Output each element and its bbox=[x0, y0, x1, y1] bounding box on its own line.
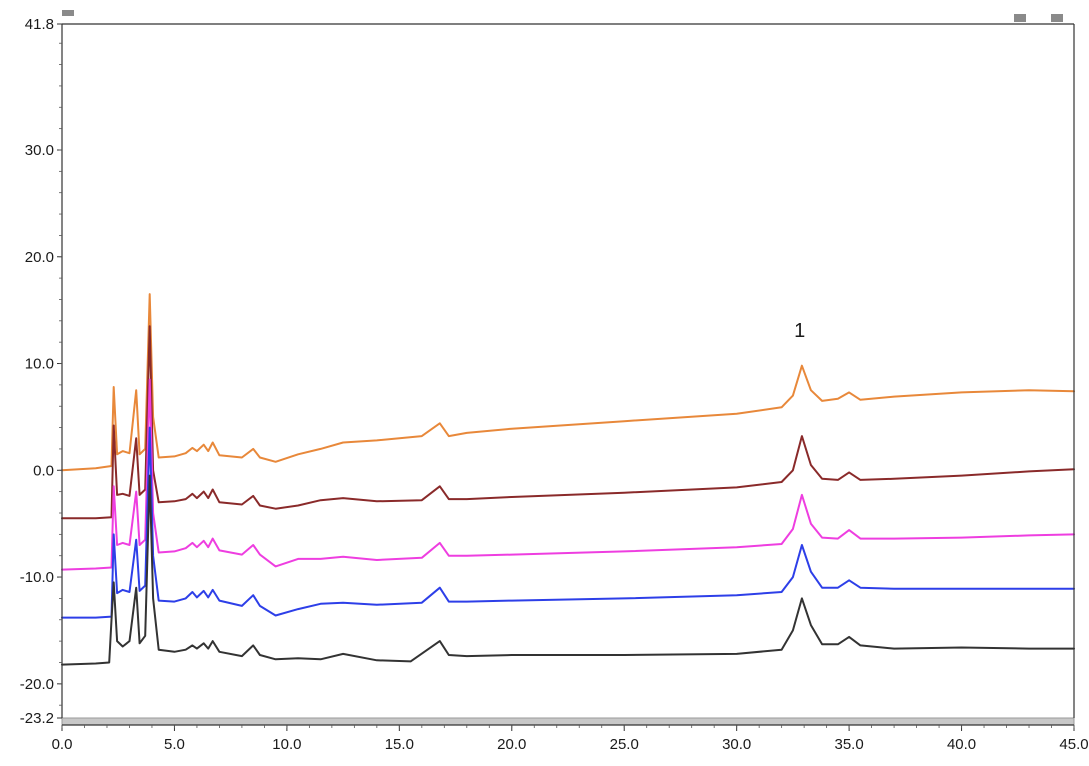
x-tick-label: 20.0 bbox=[497, 736, 526, 753]
x-tick-label: 10.0 bbox=[272, 736, 301, 753]
y-tick-label: 30.0 bbox=[25, 142, 54, 159]
x-tick-label: 15.0 bbox=[385, 736, 414, 753]
y-tick-label: 41.8 bbox=[25, 16, 54, 33]
series-group bbox=[61, 293, 1075, 666]
x-tick-label: 40.0 bbox=[947, 736, 976, 753]
y-tick-label: 10.0 bbox=[25, 356, 54, 373]
series-trace-4 bbox=[61, 426, 1075, 619]
window-decorations bbox=[62, 10, 1063, 22]
series-trace-2 bbox=[61, 325, 1075, 520]
x-tick-label: 25.0 bbox=[610, 736, 639, 753]
y-tick-label: 20.0 bbox=[25, 249, 54, 266]
tick-labels-group: 0.0 5.0 10.0 15.0 20.0 25.0 30.0 35.0 40.0 45.041… bbox=[20, 16, 1089, 753]
peak-annotation: 1 bbox=[794, 320, 805, 342]
x-tick-label: 30.0 bbox=[722, 736, 751, 753]
series-trace-3 bbox=[61, 378, 1075, 571]
x-tick-label: 0.0 bbox=[52, 736, 73, 753]
series-trace-5 bbox=[61, 474, 1075, 666]
annotations-group: 1 bbox=[794, 320, 805, 342]
x-tick-label: 35.0 bbox=[835, 736, 864, 753]
window-control-right-1[interactable] bbox=[1014, 14, 1026, 22]
y-tick-label: -23.2 bbox=[20, 710, 54, 727]
series-trace-1 bbox=[61, 293, 1075, 472]
y-tick-label: -20.0 bbox=[20, 676, 54, 693]
window-control-left[interactable] bbox=[62, 10, 74, 16]
y-tick-label: 0.0 bbox=[33, 462, 54, 479]
x-tick-label: 5.0 bbox=[164, 736, 185, 753]
axes-group bbox=[61, 23, 1075, 726]
horizontal-scrollbar[interactable] bbox=[61, 717, 1075, 726]
window-control-right-2[interactable] bbox=[1051, 14, 1063, 22]
ticks-group bbox=[57, 23, 1075, 731]
y-tick-label: -10.0 bbox=[20, 569, 54, 586]
x-tick-label: 45.0 bbox=[1059, 736, 1088, 753]
